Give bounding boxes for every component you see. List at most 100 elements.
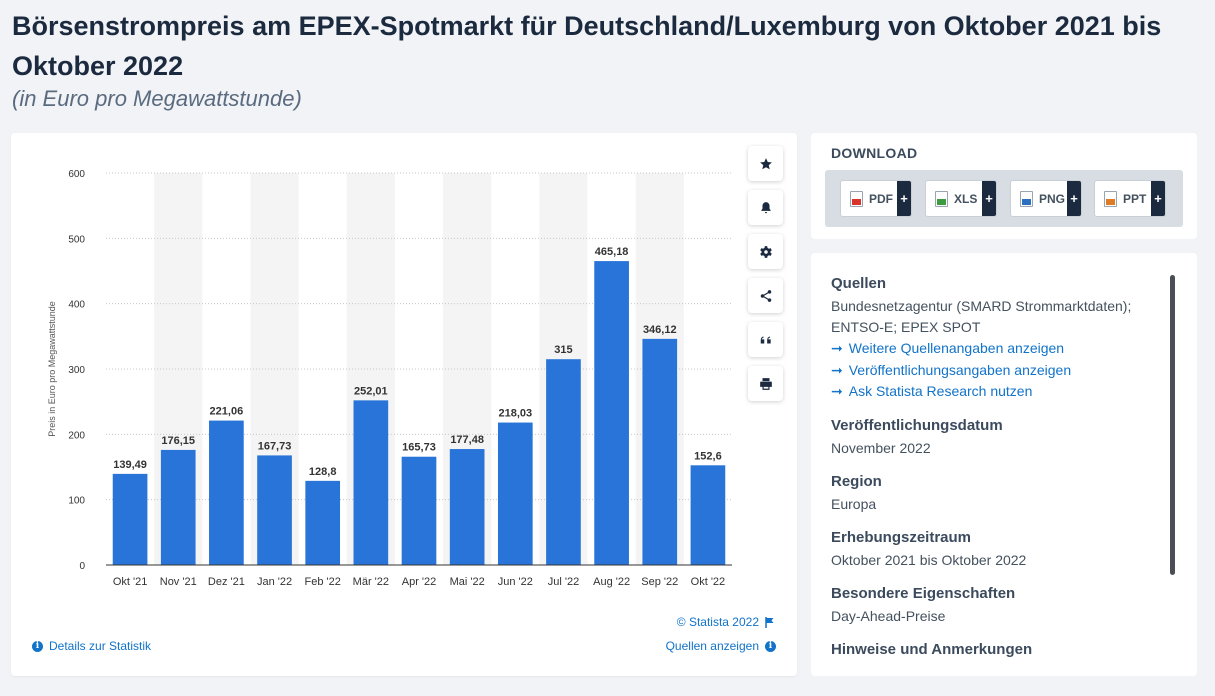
y-tick-label: 500: [68, 234, 85, 245]
chart-card: 0 100 200 300 400 500 600 Preis in Euro pro Meg…: [11, 133, 797, 676]
data-label: 165,73: [402, 442, 436, 454]
x-tick-label: Aug '22: [593, 576, 630, 588]
data-label: 221,06: [210, 406, 244, 418]
x-tick-label: Okt '21: [113, 576, 148, 588]
x-tick-label: Nov '21: [160, 576, 197, 588]
ask-research-label: Ask Statista Research nutzen: [848, 383, 1033, 399]
download-toolbar: PDF + XLS + PNG + PPT +: [825, 170, 1183, 227]
properties-heading: Besondere Eigenschaften: [831, 584, 1016, 602]
pubdate-value: November 2022: [831, 439, 931, 456]
download-ppt-label: PPT: [1123, 191, 1147, 206]
download-xls-button[interactable]: XLS +: [925, 180, 997, 217]
x-tick-label: Okt '22: [691, 576, 726, 588]
data-label: 346,12: [643, 324, 677, 336]
download-xls-label: XLS: [954, 191, 978, 206]
sources-link-label: Quellen anzeigen: [665, 639, 759, 653]
period-heading: Erhebungszeitraum: [831, 528, 972, 546]
x-tick-label: Apr '22: [402, 576, 437, 588]
more-sources-label: Weitere Quellenangaben anzeigen: [848, 340, 1065, 356]
y-tick-label: 0: [79, 561, 85, 572]
gear-icon: [759, 245, 772, 258]
xls-file-icon: [935, 190, 948, 207]
notification-button[interactable]: [748, 190, 783, 225]
plus-icon: +: [982, 181, 996, 216]
settings-button[interactable]: [748, 234, 783, 269]
arrow-right-icon: ➞: [831, 383, 843, 399]
printer-icon: [759, 377, 772, 390]
page-subtitle: (in Euro pro Megawattstunde): [12, 86, 302, 111]
download-png-button[interactable]: PNG +: [1010, 180, 1082, 217]
share-icon: [760, 289, 771, 302]
notes-heading: Hinweise und Anmerkungen: [831, 640, 1033, 658]
bar: [112, 473, 148, 565]
pubdate-heading: Veröffentlichungsdatum: [831, 416, 1003, 434]
data-label: 152,6: [694, 450, 722, 462]
x-tick-label: Feb '22: [305, 576, 341, 588]
x-tick-label: Mär '22: [353, 576, 389, 588]
bar: [690, 465, 726, 565]
info-content: Quellen Bundesnetzagentur (SMARD Stromma…: [831, 275, 1161, 662]
x-tick-label: Jun '22: [498, 576, 533, 588]
publication-info-label: Veröffentlichungsangaben anzeigen: [848, 361, 1072, 378]
ppt-file-icon: [1104, 190, 1117, 207]
data-label: 218,03: [498, 408, 532, 420]
download-title: DOWNLOAD: [831, 145, 918, 161]
bar: [209, 420, 244, 565]
sources-heading: Quellen: [831, 275, 887, 292]
download-panel: DOWNLOAD PDF + XLS + PNG + PPT +: [811, 133, 1197, 239]
properties-value: Day-Ahead-Preise: [831, 607, 946, 624]
bar: [353, 400, 389, 565]
info-icon: i: [765, 640, 776, 652]
print-button[interactable]: [748, 366, 783, 401]
share-button[interactable]: [748, 278, 783, 313]
data-label: 177,48: [450, 434, 484, 446]
data-label: 176,15: [161, 435, 195, 447]
data-label: 167,73: [258, 440, 292, 452]
bar: [449, 449, 485, 565]
data-label: 315: [554, 344, 572, 356]
flag-icon: [765, 616, 774, 628]
data-label: 128,8: [309, 466, 337, 478]
favorite-button[interactable]: [748, 146, 783, 181]
cite-button[interactable]: [748, 322, 783, 357]
info-icon: i: [32, 640, 43, 652]
bar: [642, 338, 678, 565]
plus-icon: +: [1067, 181, 1081, 216]
download-ppt-button[interactable]: PPT +: [1094, 180, 1166, 217]
arrow-right-icon: ➞: [831, 361, 843, 378]
ask-research-link[interactable]: ➞ Ask Statista Research nutzen: [831, 381, 1161, 403]
plus-icon: +: [1151, 181, 1165, 216]
scrollbar-thumb[interactable]: [1170, 275, 1175, 575]
region-heading: Region: [831, 472, 882, 490]
x-tick-label: Jul '22: [548, 576, 579, 588]
details-link[interactable]: i Details zur Statistik: [32, 639, 151, 653]
more-sources-link[interactable]: ➞ Weitere Quellenangaben anzeigen: [831, 338, 1161, 360]
y-tick-label: 600: [68, 169, 85, 180]
arrow-right-icon: ➞: [831, 340, 843, 356]
download-pdf-button[interactable]: PDF +: [840, 180, 912, 217]
bar: [497, 422, 533, 565]
sources-line-1: Bundesnetzagentur (SMARD Strommarktdaten…: [831, 298, 1132, 314]
y-tick-label: 300: [68, 365, 85, 376]
copyright-text: © Statista 2022: [676, 615, 759, 629]
region-value: Europa: [831, 495, 877, 512]
copyright-notice[interactable]: © Statista 2022: [677, 615, 775, 629]
page-title: Börsenstrompreis am EPEX-Spotmarkt für D…: [12, 11, 1162, 81]
bar: [257, 455, 292, 565]
bar: [546, 359, 581, 565]
data-label: 252,01: [354, 385, 388, 397]
data-label: 139,49: [113, 459, 147, 471]
period-value: Oktober 2021 bis Oktober 2022: [831, 551, 1027, 568]
publication-info-link[interactable]: ➞ Veröffentlichungsangaben anzeigen: [831, 360, 1161, 382]
bar-chart: 0 100 200 300 400 500 600 Preis in Euro pro Meg…: [47, 169, 732, 588]
y-tick-label: 400: [68, 300, 85, 311]
pdf-file-icon: [850, 190, 863, 207]
quote-icon: [760, 336, 771, 343]
plus-icon: +: [897, 181, 911, 216]
sources-link[interactable]: Quellen anzeigen i: [666, 639, 776, 653]
bar: [305, 480, 341, 565]
info-panel: Quellen Bundesnetzagentur (SMARD Stromma…: [811, 253, 1197, 676]
details-link-label: Details zur Statistik: [49, 639, 152, 653]
data-label: 465,18: [595, 246, 629, 258]
bell-icon: [760, 201, 771, 213]
